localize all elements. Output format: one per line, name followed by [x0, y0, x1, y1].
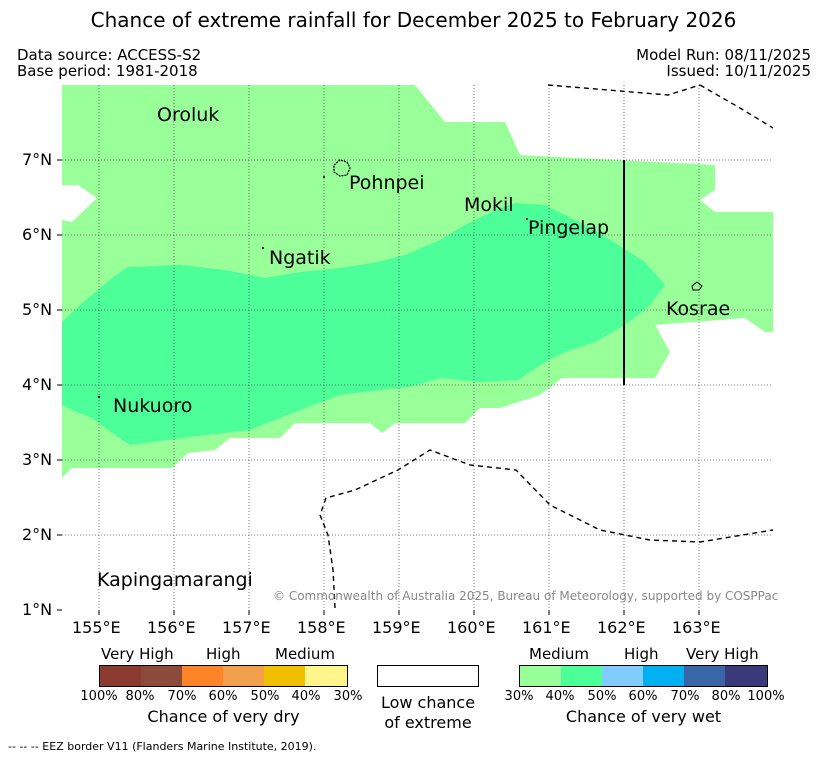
wet-swatch	[643, 666, 685, 686]
place-pingelap: Pingelap	[528, 217, 610, 239]
dry-legend-title: Chance of very dry	[147, 707, 300, 726]
wet-tick: 40%	[545, 689, 575, 704]
data-source: Data source: ACCESS-S2	[17, 46, 202, 64]
wet-swatch	[520, 666, 562, 686]
place-nukuoro: Nukuoro	[113, 395, 193, 417]
kosrae-island	[691, 281, 703, 291]
dry-swatch	[305, 666, 347, 686]
wet-tick: 100%	[747, 689, 785, 704]
dry-tick: 50%	[250, 689, 280, 704]
mokil-islet	[526, 218, 528, 220]
wet-tick: 60%	[628, 689, 658, 704]
nukuoro-islet	[97, 395, 101, 399]
pohnpei-island	[333, 159, 351, 177]
wet-tick: 30%	[504, 689, 534, 704]
lon-label: 157°E	[222, 618, 271, 637]
lat-label: 4°N	[22, 375, 53, 394]
place-ngatik: Ngatik	[269, 247, 331, 269]
dry-tick: 40%	[291, 689, 321, 704]
model-run: Model Run: 08/11/2025	[636, 46, 811, 64]
dry-swatch	[141, 666, 183, 686]
medium-high-wet-region	[62, 203, 665, 445]
dry-swatch	[182, 666, 224, 686]
low-chance-label: Low chance of extreme	[357, 693, 499, 733]
place-mokil: Mokil	[464, 194, 514, 216]
meta-right: Model Run: 08/11/2025 Issued: 10/11/2025	[636, 47, 811, 79]
dry-colorbar	[99, 665, 348, 687]
wet-tick: 50%	[587, 689, 617, 704]
wet-swatch	[725, 666, 767, 686]
lat-label: 3°N	[22, 450, 53, 469]
wet-legend-title: Chance of very wet	[565, 707, 722, 726]
dry-swatch	[264, 666, 306, 686]
wet-header-medium: Medium	[529, 645, 589, 663]
wet-header-very-high: Very High	[686, 645, 759, 663]
low-chance-line2: of extreme	[384, 713, 472, 732]
wet-tick: 80%	[711, 689, 741, 704]
lon-label: 158°E	[297, 618, 346, 637]
place-kapingamarangi: Kapingamarangi	[97, 569, 253, 591]
dry-header-high: High	[206, 645, 241, 663]
dry-tick: 80%	[125, 689, 155, 704]
lat-label: 2°N	[22, 525, 53, 544]
lon-label: 155°E	[72, 618, 121, 637]
place-oroluk: Oroluk	[157, 104, 220, 126]
eez-footer-note: -- -- -- EEZ border V11 (Flanders Marine…	[8, 740, 317, 753]
lon-label: 163°E	[672, 618, 721, 637]
wet-colorbar	[519, 665, 768, 687]
low-chance-line1: Low chance	[380, 693, 476, 712]
base-period: Base period: 1981-2018	[17, 62, 198, 80]
lat-label: 6°N	[22, 225, 53, 244]
place-pohnpei: Pohnpei	[349, 172, 425, 194]
lon-label: 161°E	[522, 618, 571, 637]
wet-swatch	[561, 666, 603, 686]
lon-label: 156°E	[147, 618, 196, 637]
dry-tick: 100%	[80, 689, 118, 704]
place-kosrae: Kosrae	[666, 298, 731, 320]
lat-label: 1°N	[22, 600, 53, 619]
dry-tick: 60%	[208, 689, 238, 704]
dry-header-medium: Medium	[275, 645, 335, 663]
copyright-notice: © Commonwealth of Australia 2025, Bureau…	[273, 589, 779, 603]
chart-title: Chance of extreme rainfall for December …	[90, 8, 737, 32]
issued-date: Issued: 10/11/2025	[666, 62, 811, 80]
lat-label: 5°N	[22, 300, 53, 319]
lat-label: 7°N	[22, 150, 53, 169]
wet-header-high: High	[624, 645, 659, 663]
dry-tick: 70%	[167, 689, 197, 704]
axis-ticks	[57, 159, 700, 615]
dry-header-very-high: Very High	[101, 645, 174, 663]
dry-swatch	[223, 666, 265, 686]
wet-swatch	[684, 666, 726, 686]
pohnpei-islet	[323, 176, 325, 178]
lon-label: 160°E	[447, 618, 496, 637]
lon-label: 159°E	[372, 618, 421, 637]
lon-label: 162°E	[597, 618, 646, 637]
ngatik-islet	[262, 247, 264, 249]
dry-swatch	[100, 666, 142, 686]
wet-swatch	[602, 666, 644, 686]
eez-border	[319, 84, 774, 609]
rainfall-map	[57, 84, 774, 615]
wet-tick: 70%	[670, 689, 700, 704]
low-chance-swatch	[377, 665, 479, 687]
meta-left: Data source: ACCESS-S2 Base period: 1981…	[17, 47, 201, 79]
